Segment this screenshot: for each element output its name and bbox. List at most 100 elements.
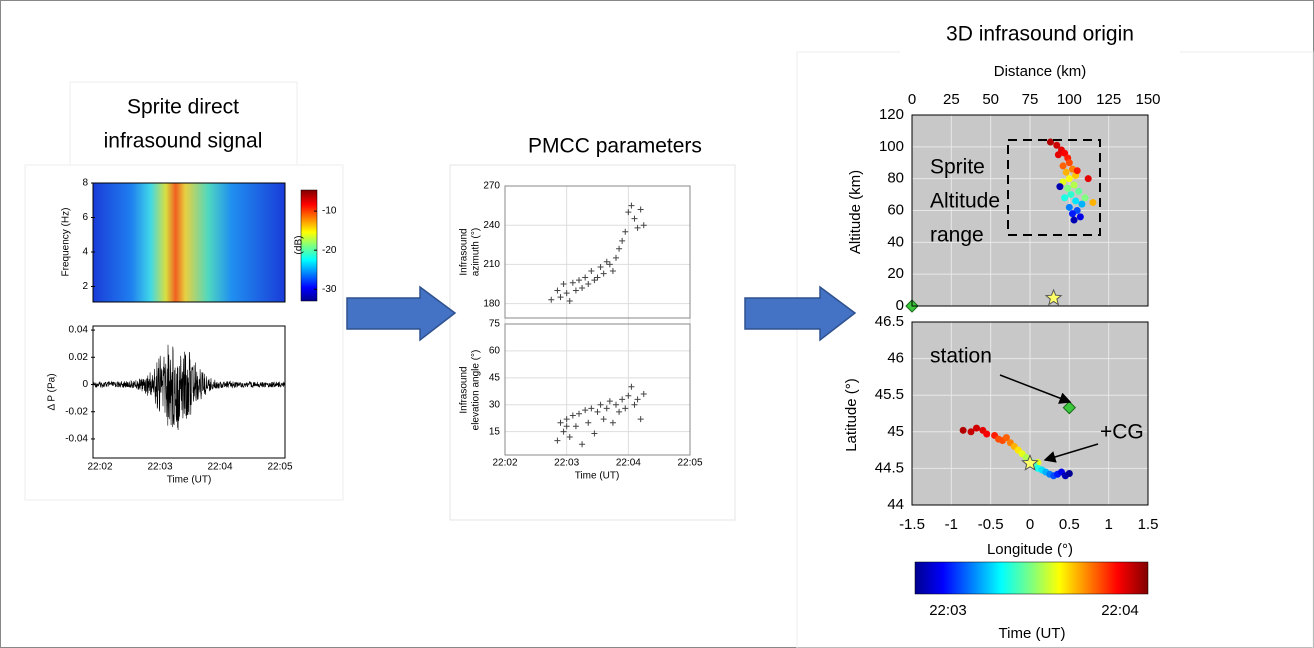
y-tick-label: 46.5 [875, 313, 904, 330]
plot-frame [92, 182, 286, 303]
data-point [597, 401, 604, 408]
x-tick-label: 22:03 [554, 458, 579, 469]
data-point [1046, 138, 1054, 146]
data-point [1072, 197, 1080, 205]
data-point [1061, 194, 1069, 202]
y-tick-label: 46 [887, 350, 904, 367]
plot-frame [911, 321, 1149, 506]
data-point [631, 401, 638, 408]
panel-title: Sprite direct [127, 96, 239, 119]
panel-title: infrasound signal [104, 130, 263, 153]
y-tick-label: 4 [82, 247, 88, 258]
data-point [637, 206, 644, 213]
data-point [582, 274, 589, 281]
data-point [606, 398, 613, 405]
y-tick-label: 15 [489, 426, 501, 437]
y-tick-label: 8 [82, 178, 88, 189]
data-point [579, 284, 586, 291]
y-tick-label: 270 [483, 181, 500, 192]
plot-frame [911, 114, 1149, 307]
panel-title: PMCC parameters [528, 135, 702, 158]
data-point [1064, 184, 1072, 192]
data-point [582, 407, 589, 414]
data-point [1054, 151, 1062, 159]
data-point [588, 405, 595, 412]
data-point [1062, 168, 1070, 176]
y-tick-label: 40 [887, 233, 904, 250]
annotation: +CG [1100, 421, 1144, 444]
data-point [967, 428, 975, 436]
data-point [560, 281, 567, 288]
spectrogram [93, 183, 285, 302]
axis-label: Distance (km) [994, 63, 1087, 80]
data-point [588, 267, 595, 274]
flow-arrow [346, 285, 457, 342]
y-tick-label: 6 [82, 212, 88, 223]
x-tick-label: 150 [1135, 91, 1160, 108]
data-point [1078, 200, 1086, 208]
x-tick-label: 125 [1096, 91, 1121, 108]
data-point [631, 215, 638, 222]
data-point [1084, 175, 1092, 183]
axis-label: Longitude (°) [987, 541, 1073, 558]
data-point [560, 428, 567, 435]
data-point [609, 419, 616, 426]
data-point [1081, 194, 1089, 202]
y-tick-label: 180 [483, 298, 500, 309]
data-point [603, 405, 610, 412]
y-tick-label: 45 [489, 372, 501, 383]
colorbar-tick-label: -10 [322, 206, 337, 217]
x-tick-label: 22:05 [677, 458, 702, 469]
axis-label: Latitude (°) [843, 378, 860, 452]
data-point [572, 287, 579, 294]
data-point [572, 423, 579, 430]
data-point [640, 222, 647, 229]
x-tick-label: 100 [1057, 91, 1082, 108]
data-point [959, 426, 967, 434]
y-tick-label: 0 [82, 379, 88, 390]
data-point [1068, 210, 1076, 218]
annotation: Sprite [930, 156, 985, 179]
data-point [585, 419, 592, 426]
panel-title: 3D infrasound origin [946, 23, 1134, 46]
axis-label: Δ P (Pa) [47, 373, 58, 410]
axis-label: Time (UT) [167, 475, 212, 486]
data-point [566, 434, 573, 441]
data-point [600, 416, 607, 423]
colorbar [914, 561, 1149, 595]
waveform [92, 344, 286, 431]
x-tick-label: -1.5 [899, 516, 925, 533]
data-point [1076, 213, 1084, 221]
data-point [1056, 183, 1064, 191]
data-point [606, 261, 613, 268]
x-tick-label: 75 [1022, 91, 1039, 108]
data-point [594, 408, 601, 415]
annotation: Altitude [930, 190, 1000, 213]
y-tick-label: 60 [887, 201, 904, 218]
data-point [1065, 159, 1073, 167]
panel-frame [449, 164, 736, 521]
data-point [585, 281, 592, 288]
x-tick-label: 0.5 [1059, 516, 1080, 533]
data-point [628, 202, 635, 209]
y-tick-label: 80 [887, 170, 904, 187]
data-point [557, 294, 564, 301]
data-point [566, 298, 573, 305]
colorbar-tick-label: -20 [322, 245, 337, 256]
data-point [1065, 203, 1073, 211]
data-point [983, 430, 991, 438]
y-tick-label: 60 [489, 346, 501, 357]
colorbar-tick-label: 22:03 [929, 602, 967, 619]
colorbar-tick-label: -30 [322, 284, 337, 295]
plot-frame [504, 185, 691, 319]
data-point [613, 401, 619, 408]
data-point [569, 279, 576, 286]
data-point [579, 441, 586, 448]
x-tick-label: 22:04 [207, 462, 232, 473]
y-tick-label: 30 [489, 399, 501, 410]
title-box [900, 15, 1180, 53]
y-tick-label: 75 [489, 319, 501, 330]
x-tick-label: 0 [1026, 516, 1034, 533]
axis-label: Time (UT) [575, 471, 620, 482]
